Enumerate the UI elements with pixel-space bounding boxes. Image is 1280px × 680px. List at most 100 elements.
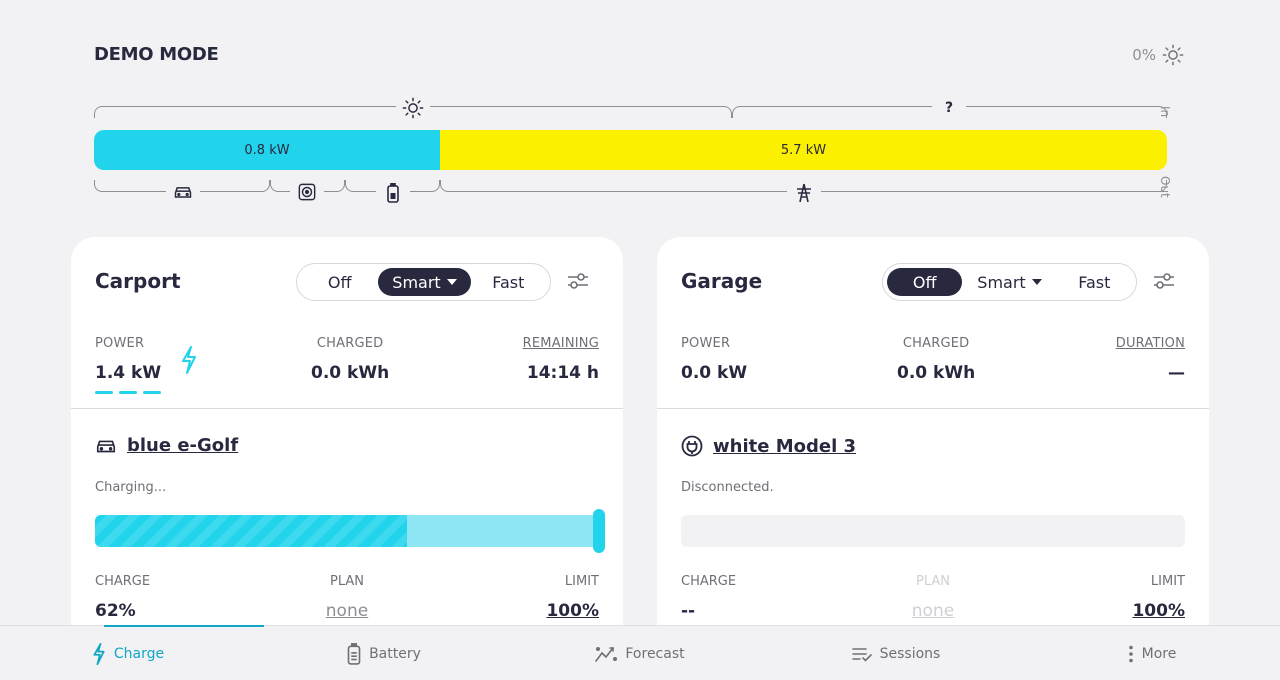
remaining-label[interactable]: REMAINING xyxy=(522,336,599,351)
power-metric: POWER 0.0 kW xyxy=(681,336,747,383)
vehicle-status: Disconnected. xyxy=(681,480,774,495)
sun-icon xyxy=(396,96,430,120)
bolt-icon xyxy=(92,642,106,665)
in-label: In xyxy=(1158,106,1172,118)
plan-value-link: none xyxy=(911,601,955,621)
nav-label: Forecast xyxy=(625,645,685,662)
nav-label: More xyxy=(1141,645,1177,662)
nav-label: Battery xyxy=(369,645,421,662)
vehicle-name-link[interactable]: white Model 3 xyxy=(713,435,857,457)
plan-label: PLAN xyxy=(916,574,950,589)
heat-pump-icon xyxy=(290,182,324,202)
limit-metric[interactable]: LIMIT 100% xyxy=(546,574,599,621)
sun-icon xyxy=(1162,44,1184,66)
bottom-nav: Charge Battery Forecast Sessions More xyxy=(0,625,1280,680)
mode-fast-button[interactable]: Fast xyxy=(1078,272,1111,292)
solar-segment: 0.8 kW xyxy=(94,130,440,170)
charging-indicator xyxy=(95,391,161,394)
sessions-icon xyxy=(851,646,872,662)
loadpoint-card-carport: Carport Off Smart Fast POWER 1.4 kW CHAR… xyxy=(71,237,623,637)
grid-tower-icon xyxy=(787,182,821,204)
energy-bar: 0.8 kW 5.7 kW xyxy=(94,130,1167,170)
vehicle-header: blue e-Golf xyxy=(95,435,238,456)
charge-value: -- xyxy=(681,601,696,621)
out-label: Out xyxy=(1158,176,1172,198)
charge-fill xyxy=(95,515,407,547)
mode-off-button[interactable]: Off xyxy=(887,268,963,296)
more-icon xyxy=(1128,645,1134,663)
battery-icon xyxy=(376,182,410,204)
nav-more[interactable]: More xyxy=(1024,626,1280,680)
mode-fast-button[interactable]: Fast xyxy=(492,272,525,292)
nav-charge[interactable]: Charge xyxy=(0,625,264,680)
sliders-icon[interactable] xyxy=(567,271,589,291)
nav-battery[interactable]: Battery xyxy=(256,626,512,680)
plug-icon xyxy=(681,435,703,457)
plan-metric: PLAN none xyxy=(893,574,973,621)
loadpoint-title: Garage xyxy=(681,269,763,293)
divider xyxy=(71,408,623,409)
chevron-down-icon xyxy=(446,279,457,285)
power-label: POWER xyxy=(681,336,731,351)
nav-label: Sessions xyxy=(879,645,941,662)
duration-value: — xyxy=(1168,363,1185,383)
mode-off-button[interactable]: Off xyxy=(327,272,352,292)
plan-metric[interactable]: PLAN none xyxy=(307,574,387,621)
limit-slider-handle[interactable] xyxy=(593,509,605,553)
charge-label: CHARGE xyxy=(681,574,737,589)
battery-icon xyxy=(347,642,361,665)
duration-metric[interactable]: DURATION — xyxy=(1116,336,1185,383)
solar-indicator: 0% xyxy=(1132,44,1184,66)
vehicle-name-link[interactable]: blue e-Golf xyxy=(127,435,239,456)
charge-metric: CHARGE -- xyxy=(681,574,736,621)
charge-progress xyxy=(95,509,605,553)
nav-label: Charge xyxy=(113,645,165,662)
loadpoint-card-garage: Garage Off Smart Fast POWER 0.0 kW CHARG… xyxy=(657,237,1209,637)
charged-label: CHARGED xyxy=(902,336,970,351)
charge-value: 62% xyxy=(95,601,136,621)
grid-segment: 5.7 kW xyxy=(440,130,1167,170)
vehicle-status: Charging... xyxy=(95,480,167,495)
charged-value: 0.0 kWh xyxy=(311,363,390,383)
page-title: DEMO MODE xyxy=(94,44,219,65)
nav-sessions[interactable]: Sessions xyxy=(768,626,1024,680)
solar-percent: 0% xyxy=(1132,46,1156,64)
plan-value-link[interactable]: none xyxy=(325,601,369,621)
mode-smart-button[interactable]: Smart xyxy=(962,268,1056,296)
loadpoint-title: Carport xyxy=(95,269,181,293)
unknown-source-label: ? xyxy=(932,98,966,118)
charge-metric: CHARGE 62% xyxy=(95,574,150,621)
charge-progress xyxy=(681,515,1185,547)
charged-metric: CHARGED 0.0 kWh xyxy=(311,336,389,383)
remaining-value: 14:14 h xyxy=(526,363,599,383)
power-value: 1.4 kW xyxy=(95,363,162,383)
limit-label: LIMIT xyxy=(564,574,599,589)
limit-value-link[interactable]: 100% xyxy=(1132,601,1185,621)
car-icon xyxy=(95,437,117,455)
mode-smart-button[interactable]: Smart xyxy=(378,268,471,296)
vehicle-header: white Model 3 xyxy=(681,435,856,457)
sliders-icon[interactable] xyxy=(1153,271,1175,291)
bolt-icon xyxy=(181,346,197,374)
mode-smart-label: Smart xyxy=(392,272,441,292)
plan-label: PLAN xyxy=(330,574,364,589)
remaining-metric[interactable]: REMAINING 14:14 h xyxy=(523,336,599,383)
mode-selector[interactable]: Off Smart Fast xyxy=(296,263,551,301)
power-metric: POWER 1.4 kW xyxy=(95,336,196,394)
mode-selector[interactable]: Off Smart Fast xyxy=(882,263,1137,301)
car-icon xyxy=(166,182,200,202)
nav-forecast[interactable]: Forecast xyxy=(512,626,768,680)
power-label: POWER xyxy=(95,336,145,351)
charged-value: 0.0 kWh xyxy=(897,363,976,383)
limit-metric[interactable]: LIMIT 100% xyxy=(1132,574,1185,621)
limit-value-link[interactable]: 100% xyxy=(546,601,599,621)
charge-label: CHARGE xyxy=(95,574,151,589)
limit-label: LIMIT xyxy=(1150,574,1185,589)
duration-label[interactable]: DURATION xyxy=(1115,336,1185,351)
charged-metric: CHARGED 0.0 kWh xyxy=(897,336,975,383)
energy-flow: ? In 0.8 kW 5.7 kW Out xyxy=(94,96,1190,206)
mode-smart-label: Smart xyxy=(977,272,1026,292)
power-value: 0.0 kW xyxy=(681,363,748,383)
chevron-down-icon xyxy=(1031,279,1042,285)
divider xyxy=(657,408,1209,409)
